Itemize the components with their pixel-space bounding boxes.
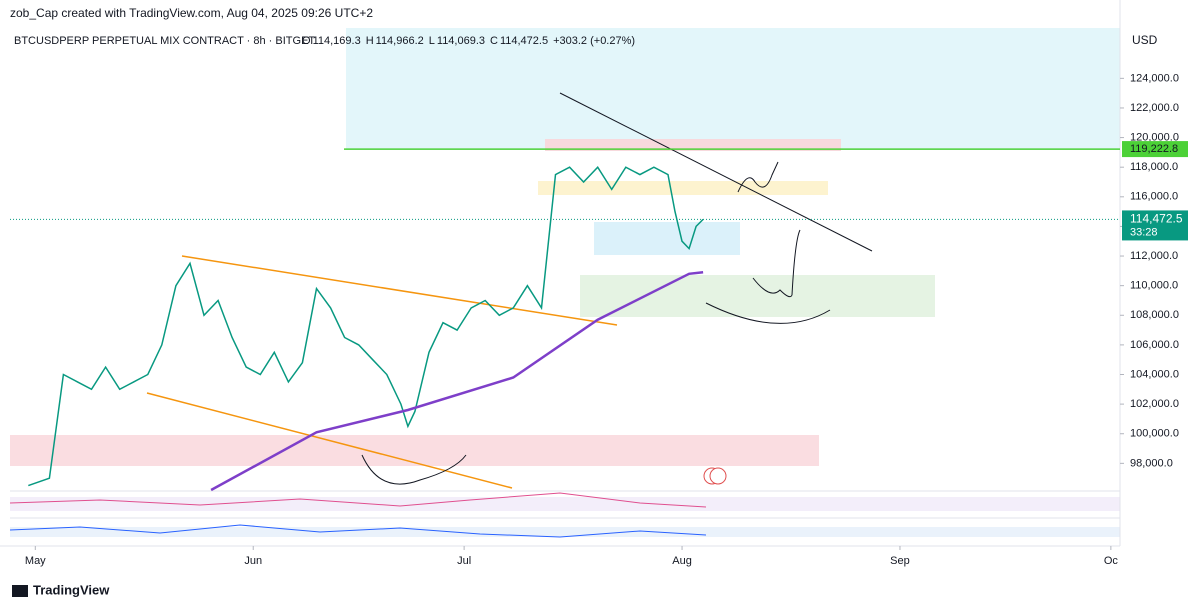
trend-line xyxy=(146,392,513,489)
y-tick-label: 104,000.0 xyxy=(1130,368,1179,380)
brand: TradingView xyxy=(33,582,110,597)
x-tick-label: Sep xyxy=(890,555,910,567)
y-tick-label: 100,000.0 xyxy=(1130,428,1179,440)
osc-line xyxy=(9,524,707,538)
sketch xyxy=(705,302,831,324)
y-tick-label: 116,000.0 xyxy=(1130,191,1178,203)
ohlc-key: H xyxy=(366,35,374,47)
zone xyxy=(545,139,841,151)
y-tick-label: 98,000.0 xyxy=(1130,457,1173,469)
brand-logo xyxy=(12,585,28,597)
symbol: BTCUSDPERP PERPETUAL MIX CONTRACT · 8h ·… xyxy=(14,35,315,47)
pane-band xyxy=(10,527,1120,537)
ohlc-key: C xyxy=(490,35,498,47)
price-line xyxy=(28,165,704,487)
ohlc-key: O xyxy=(302,35,311,47)
zone xyxy=(10,435,819,466)
zone xyxy=(580,275,935,317)
y-tick-label: 124,000.0 xyxy=(1130,72,1179,84)
ohlc-value: 114,966.2 xyxy=(376,35,424,47)
x-tick-label: Jul xyxy=(457,555,471,567)
zone xyxy=(346,28,1120,150)
y-tick-label: 122,000.0 xyxy=(1130,102,1179,114)
sketch xyxy=(752,229,801,298)
zone xyxy=(538,181,828,195)
zone xyxy=(594,222,740,255)
x-tick-label: Aug xyxy=(672,555,692,567)
ohlc-value: 114,472.5 xyxy=(500,35,548,47)
zones xyxy=(10,28,1120,466)
ohlc-value: 114,069.3 xyxy=(437,35,485,47)
price-level-tag xyxy=(1122,141,1188,158)
trend-line xyxy=(559,92,873,252)
rsi-line xyxy=(9,492,707,508)
change: +303.2 (+0.27%) xyxy=(553,35,635,47)
price-level-label: 119,222.8 xyxy=(1130,143,1178,155)
ohlc-value: 114,169.3 xyxy=(313,35,361,47)
y-tick-label: 112,000.0 xyxy=(1130,250,1178,262)
trend-line xyxy=(181,255,618,326)
countdown: 33:28 xyxy=(1130,226,1158,238)
last-price-tag xyxy=(1122,210,1188,241)
currency: USD xyxy=(1132,33,1158,47)
x-tick-label: May xyxy=(25,555,46,567)
x-tick-label: Oc xyxy=(1104,555,1119,567)
y-tick-label: 108,000.0 xyxy=(1130,309,1179,321)
rsi-band xyxy=(10,497,1120,511)
y-tick-label: 120,000.0 xyxy=(1130,131,1179,143)
drawings xyxy=(146,92,873,489)
sketch xyxy=(737,161,779,193)
event-icon xyxy=(709,467,727,485)
ohlc-key: L xyxy=(429,35,435,47)
y-tick-label: 118,000.0 xyxy=(1130,161,1178,173)
y-tick-label: 110,000.0 xyxy=(1130,280,1178,292)
y-tick-label: 102,000.0 xyxy=(1130,398,1179,410)
header: zob_Cap created with TradingView.com, Au… xyxy=(10,6,373,20)
x-tick-label: Jun xyxy=(244,555,262,567)
indicator-panes xyxy=(0,0,1121,547)
sketch xyxy=(361,454,467,485)
last-price-label: 114,472.5 xyxy=(1130,212,1183,226)
price-line xyxy=(210,271,704,492)
y-tick-label: 106,000.0 xyxy=(1130,339,1179,351)
